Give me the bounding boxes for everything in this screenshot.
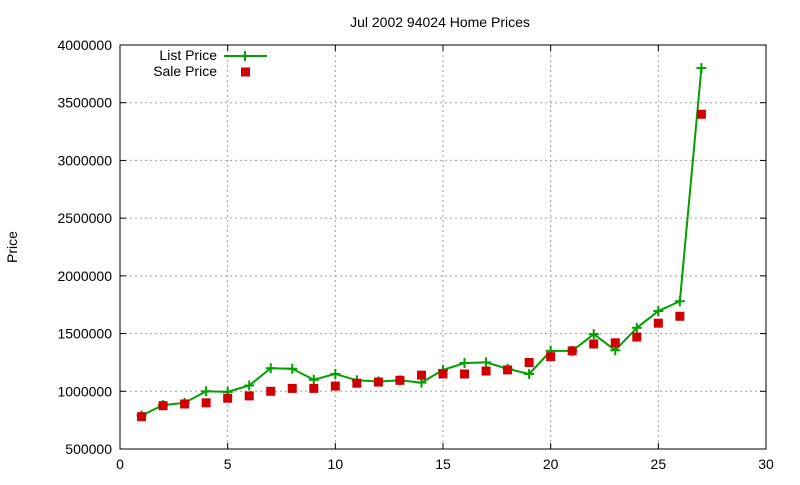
sale-price-point <box>696 109 706 119</box>
list-price-point <box>308 374 319 385</box>
list-price-line <box>141 67 703 417</box>
x-tick-label: 20 <box>543 456 559 472</box>
sale-price-point <box>524 357 534 367</box>
y-tick-label: 3000000 <box>57 152 112 168</box>
x-tick-label: 0 <box>116 456 124 472</box>
sale-price-point <box>352 378 362 388</box>
list-price-point <box>459 358 470 369</box>
y-tick-label: 2500000 <box>57 210 112 226</box>
sale-price-point <box>546 352 556 362</box>
list-price-point <box>631 322 642 333</box>
legend-label-sale-price: Sale Price <box>153 63 217 79</box>
sale-price-point <box>373 377 383 387</box>
x-tick-label: 5 <box>224 456 232 472</box>
sale-price-point <box>653 318 663 328</box>
y-tick-label: 3500000 <box>57 95 112 111</box>
sale-price-point <box>180 399 190 409</box>
sale-price-point <box>395 375 405 385</box>
grid <box>120 45 766 449</box>
list-price-point <box>653 306 664 317</box>
sale-price-point <box>610 338 620 348</box>
list-price-point <box>244 380 255 391</box>
y-tick-label: 1500000 <box>57 326 112 342</box>
sale-price-point <box>223 393 233 403</box>
sale-price-point <box>503 365 513 375</box>
sale-price-point <box>589 339 599 349</box>
x-tick-label: 10 <box>328 456 344 472</box>
list-price-point <box>201 386 212 397</box>
list-price-point <box>287 363 298 374</box>
list-price-point <box>265 363 276 374</box>
x-tick-label: 30 <box>758 456 774 472</box>
sale-price-point <box>416 370 426 380</box>
sale-price-point <box>481 366 491 376</box>
sale-price-point <box>567 346 577 356</box>
sale-price-point <box>330 381 340 391</box>
sale-price-point <box>287 383 297 393</box>
list-price-point <box>330 368 341 379</box>
sale-price-point <box>675 311 685 321</box>
sale-price-point <box>158 401 168 411</box>
sale-price-point <box>309 383 319 393</box>
series <box>136 63 707 422</box>
plot-frame <box>119 44 767 450</box>
y-tick-label: 2000000 <box>57 268 112 284</box>
list-price-point <box>524 368 535 379</box>
sale-price-point <box>266 386 276 396</box>
chart-title: Jul 2002 94024 Home Prices <box>350 14 530 30</box>
y-tick-label: 500000 <box>65 441 112 457</box>
sale-price-point <box>201 398 211 408</box>
y-axis-label: Price <box>4 231 20 263</box>
sale-price-point <box>137 412 147 422</box>
y-tick-label: 1000000 <box>57 383 112 399</box>
list-price-point <box>588 329 599 340</box>
list-price-point <box>696 63 707 74</box>
sale-price-point <box>460 369 470 379</box>
legend-label-list-price: List Price <box>159 47 217 63</box>
sale-price-point <box>438 369 448 379</box>
sale-price-point <box>244 391 254 401</box>
legend-marker-sale-price <box>241 67 250 77</box>
x-tick-label: 15 <box>435 456 451 472</box>
list-price-point <box>481 357 492 368</box>
y-tick-label: 4000000 <box>57 37 112 53</box>
sale-price-point <box>632 332 642 342</box>
legend-marker-list-price <box>240 51 250 61</box>
legend: List Price Sale Price <box>153 47 267 79</box>
list-price-point <box>674 296 685 307</box>
x-tick-label: 25 <box>651 456 667 472</box>
